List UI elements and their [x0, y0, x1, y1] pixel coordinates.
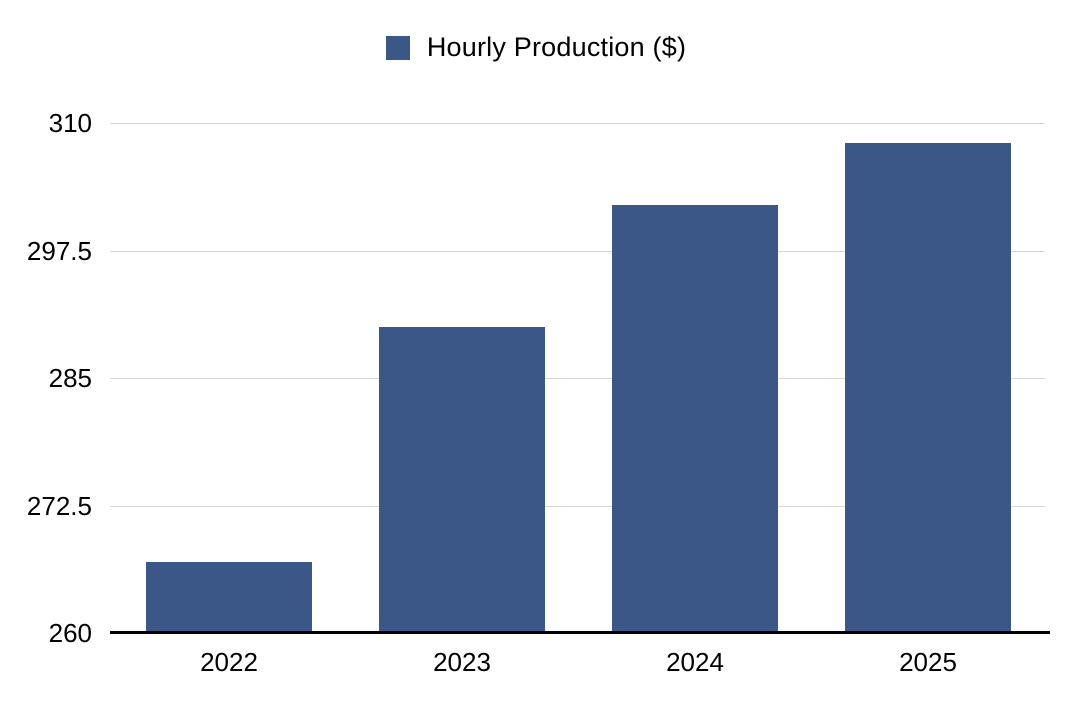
gridline	[110, 251, 1045, 252]
x-tick-label: 2023	[433, 647, 491, 677]
x-axis-line	[110, 631, 1050, 634]
bar-2022	[146, 562, 312, 633]
x-tick-label: 2024	[666, 647, 724, 677]
y-tick-label: 297.5	[26, 236, 92, 266]
legend-swatch-icon	[385, 35, 410, 60]
legend-label: Hourly Production ($)	[426, 32, 687, 62]
y-tick-label: 260	[48, 618, 92, 648]
gridline	[110, 123, 1045, 124]
y-tick-label: 310	[48, 108, 92, 138]
y-tick-label: 272.5	[26, 491, 92, 521]
y-tick-label: 285	[48, 363, 92, 393]
bar-2023	[379, 327, 545, 633]
bar-2024	[612, 205, 778, 633]
x-tick-label: 2025	[899, 647, 957, 677]
gridline	[110, 378, 1045, 379]
bar-2025	[845, 143, 1011, 633]
gridline	[110, 506, 1045, 507]
x-tick-label: 2022	[200, 647, 258, 677]
chart-legend: Hourly Production ($)	[0, 32, 1072, 63]
